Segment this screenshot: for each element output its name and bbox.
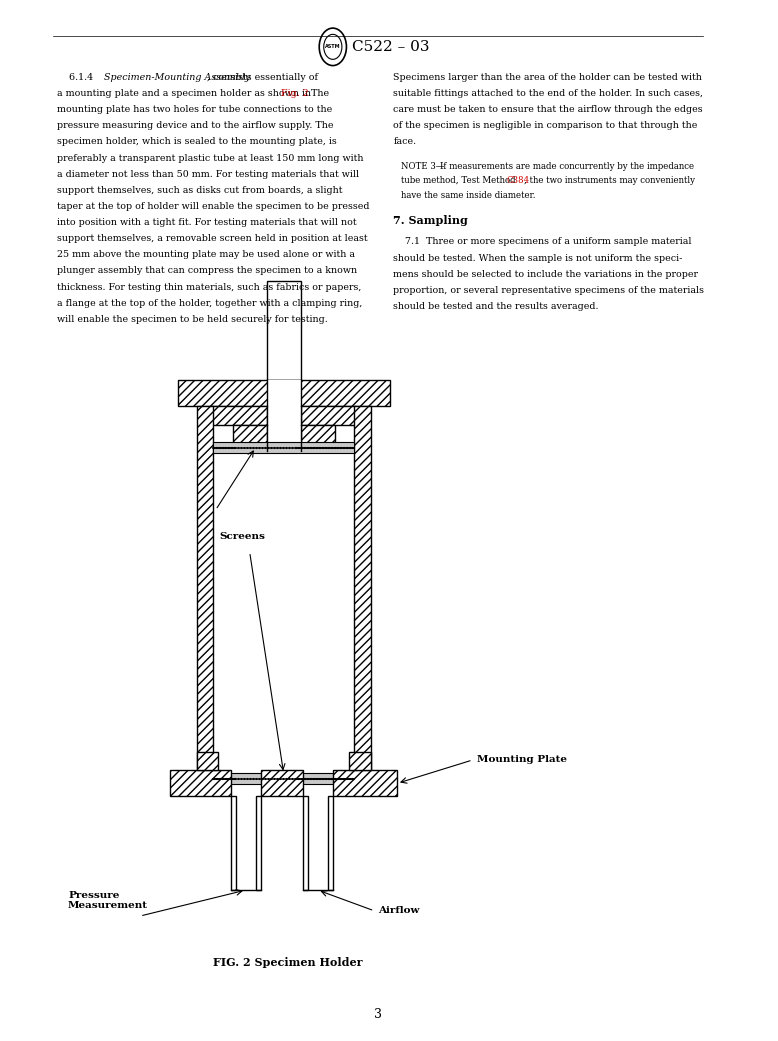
Text: support themselves, a removable screen held in position at least: support themselves, a removable screen h… <box>57 234 367 244</box>
Bar <box>267 406 300 425</box>
Bar <box>300 425 335 451</box>
Text: . The: . The <box>305 88 329 98</box>
Text: 25 mm above the mounting plate may be used alone or with a: 25 mm above the mounting plate may be us… <box>57 250 355 259</box>
Text: specimen holder, which is sealed to the mounting plate, is: specimen holder, which is sealed to the … <box>57 137 336 147</box>
Text: , the two instruments may conveniently: , the two instruments may conveniently <box>524 176 696 185</box>
Text: mens should be selected to include the variations in the proper: mens should be selected to include the v… <box>394 270 699 279</box>
Bar <box>231 796 236 890</box>
Text: will enable the specimen to be held securely for testing.: will enable the specimen to be held secu… <box>57 314 328 324</box>
Text: taper at the top of holder will enable the specimen to be pressed: taper at the top of holder will enable t… <box>57 202 370 211</box>
Text: Pressure
Measurement: Pressure Measurement <box>68 891 148 910</box>
Text: a diameter not less than 50 mm. For testing materials that will: a diameter not less than 50 mm. For test… <box>57 170 359 179</box>
Text: of the specimen is negligible in comparison to that through the: of the specimen is negligible in compari… <box>394 121 698 130</box>
Bar <box>256 796 261 890</box>
Text: NOTE 3—: NOTE 3— <box>401 161 444 171</box>
Text: C522 – 03: C522 – 03 <box>352 40 429 54</box>
Bar <box>261 770 303 796</box>
Text: mounting plate has two holes for tube connections to the: mounting plate has two holes for tube co… <box>57 105 332 115</box>
Text: should be tested. When the sample is not uniform the speci-: should be tested. When the sample is not… <box>394 254 683 262</box>
Text: Fig. 2: Fig. 2 <box>281 88 308 98</box>
Bar <box>303 796 308 890</box>
Text: 3: 3 <box>374 1009 382 1021</box>
Text: suitable fittings attached to the end of the holder. In such cases,: suitable fittings attached to the end of… <box>394 88 703 98</box>
Text: should be tested and the results averaged.: should be tested and the results average… <box>394 302 599 311</box>
Bar <box>328 796 333 890</box>
Text: 7. Sampling: 7. Sampling <box>394 214 468 226</box>
Text: support themselves, such as disks cut from boards, a slight: support themselves, such as disks cut fr… <box>57 185 342 195</box>
Bar <box>212 406 267 425</box>
Text: have the same inside diameter.: have the same inside diameter. <box>401 191 535 200</box>
Bar <box>267 281 300 380</box>
Text: 6.1.4: 6.1.4 <box>57 73 96 82</box>
Text: Airflow: Airflow <box>378 907 419 915</box>
Text: a mounting plate and a specimen holder as shown in: a mounting plate and a specimen holder a… <box>57 88 314 98</box>
Text: C384: C384 <box>506 176 529 185</box>
Bar <box>170 770 231 796</box>
Text: Specimen-Mounting Assembly: Specimen-Mounting Assembly <box>103 73 250 82</box>
Text: Mounting Plate: Mounting Plate <box>477 756 566 764</box>
Text: face.: face. <box>394 137 416 147</box>
Bar <box>197 752 218 770</box>
Text: 7.1  Three or more specimens of a uniform sample material: 7.1 Three or more specimens of a uniform… <box>394 237 692 247</box>
Bar <box>233 425 267 451</box>
Bar <box>213 442 354 453</box>
Bar <box>197 406 213 786</box>
Bar <box>213 773 354 784</box>
Text: Specimens larger than the area of the holder can be tested with: Specimens larger than the area of the ho… <box>394 73 703 82</box>
Bar <box>333 770 397 796</box>
Bar <box>300 406 356 425</box>
Text: ASTM: ASTM <box>325 45 341 49</box>
Text: proportion, or several representative specimens of the materials: proportion, or several representative sp… <box>394 286 704 295</box>
Text: pressure measuring device and to the airflow supply. The: pressure measuring device and to the air… <box>57 121 333 130</box>
Text: Screens: Screens <box>219 532 265 540</box>
Bar <box>177 380 390 406</box>
Text: a flange at the top of the holder, together with a clamping ring,: a flange at the top of the holder, toget… <box>57 299 362 308</box>
Bar <box>354 406 370 786</box>
Bar <box>349 752 370 770</box>
Bar <box>267 380 300 406</box>
Text: If measurements are made concurrently by the impedance: If measurements are made concurrently by… <box>440 161 694 171</box>
Text: thickness. For testing thin materials, such as fabrics or papers,: thickness. For testing thin materials, s… <box>57 282 361 291</box>
Bar <box>267 425 300 451</box>
Text: preferably a transparent plastic tube at least 150 mm long with: preferably a transparent plastic tube at… <box>57 153 363 162</box>
Text: FIG. 2 Specimen Holder: FIG. 2 Specimen Holder <box>212 958 363 968</box>
Text: into position with a tight fit. For testing materials that will not: into position with a tight fit. For test… <box>57 218 356 227</box>
Text: tube method, Test Method: tube method, Test Method <box>401 176 518 185</box>
Text: , consists essentially of: , consists essentially of <box>207 73 318 82</box>
Text: care must be taken to ensure that the airflow through the edges: care must be taken to ensure that the ai… <box>394 105 703 115</box>
Text: plunger assembly that can compress the specimen to a known: plunger assembly that can compress the s… <box>57 266 357 276</box>
